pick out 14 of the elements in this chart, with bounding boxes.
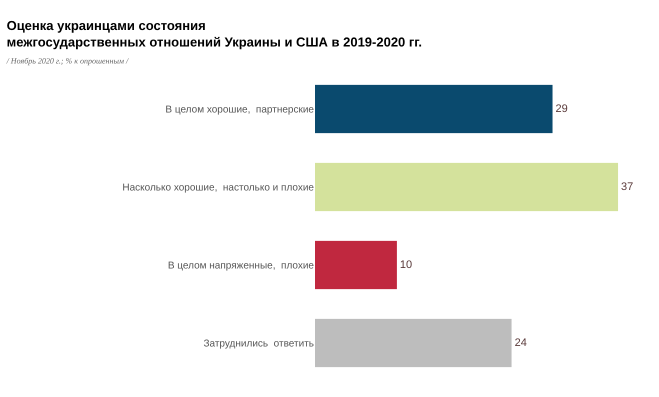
y-tick-label: Насколько хорошие, настолько и плохие xyxy=(122,182,314,194)
data-label: 10 xyxy=(400,259,412,271)
y-tick-label: Затруднились ответить xyxy=(203,338,314,350)
data-label: 37 xyxy=(621,181,634,193)
y-tick-label: В целом хорошие, партнерские xyxy=(165,104,314,116)
chart-title: Оценка украинцами состояния межгосударственных отношений Украины и США в 2019-2020 гг. xyxy=(6,18,422,50)
bar xyxy=(315,240,397,290)
text: / Ноябрь 2020 г.; % к опрошенным / xyxy=(6,56,130,66)
data-label: 24 xyxy=(514,337,527,349)
data-label: 29 xyxy=(556,103,568,115)
bar xyxy=(315,162,618,212)
y-tick-label: В целом напряженные, плохие xyxy=(168,260,314,272)
bar xyxy=(315,84,553,134)
bar xyxy=(315,318,512,368)
